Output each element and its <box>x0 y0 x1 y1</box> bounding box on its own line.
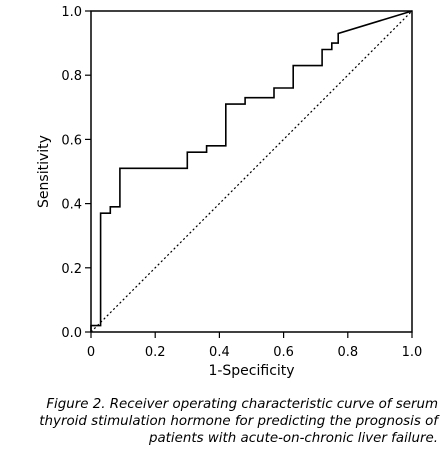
caption-line-3: patients with acute-on-chronic liver fai… <box>148 431 438 446</box>
x-tick-label: 0.4 <box>209 345 230 360</box>
y-tick-label: 0.8 <box>61 69 82 84</box>
y-tick-label: 0.0 <box>61 326 82 341</box>
y-tick-label: 0.4 <box>61 198 82 213</box>
x-tick-label: 0.8 <box>337 345 358 360</box>
roc-chart: 0 0.2 0.4 0.6 0.8 1.0 0.0 0.2 0.4 0.6 0.8 1.0 1-Spe… <box>36 5 422 379</box>
y-tick-label: 1.0 <box>61 5 82 20</box>
x-tick-label: 1.0 <box>402 345 423 360</box>
caption-line-1: Figure 2. Receiver operating characteris… <box>46 397 438 412</box>
roc-curve-line <box>90 10 413 332</box>
y-tick-label: 0.6 <box>61 133 82 148</box>
x-tick-label: 0.6 <box>273 345 294 360</box>
reference-diagonal-line <box>90 10 413 333</box>
axis-ticks: 0 0.2 0.4 0.6 0.8 1.0 0.0 0.2 0.4 0.6 0.8 1.0 <box>61 5 422 360</box>
x-tick-label: 0 <box>87 345 95 360</box>
y-tick-label: 0.2 <box>61 262 82 277</box>
plot-frame <box>90 10 413 333</box>
x-axis-title: 1-Specificity <box>208 363 294 379</box>
caption-line-2: thyroid stimulation hormone for predicti… <box>39 414 438 429</box>
figure-caption: Figure 2. Receiver operating characteris… <box>8 396 438 447</box>
x-tick-label: 0.2 <box>145 345 166 360</box>
y-axis-title: Sensitivity <box>36 135 52 208</box>
